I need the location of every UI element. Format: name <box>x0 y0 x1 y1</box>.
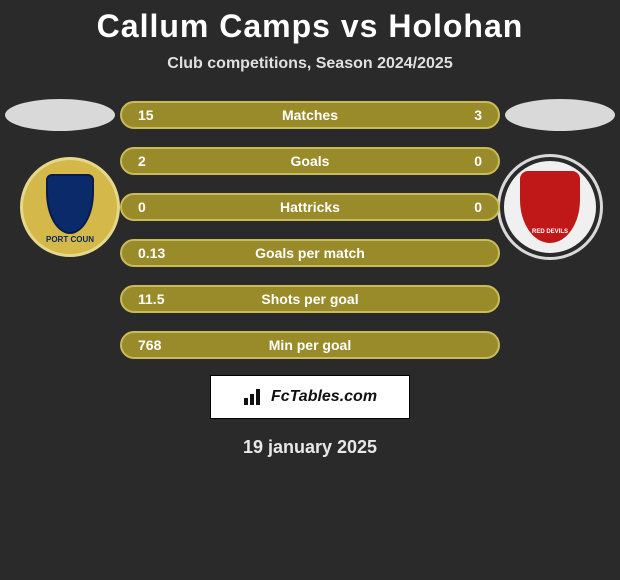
stat-row: 768 Min per goal <box>120 331 500 359</box>
footer-date: 19 january 2025 <box>0 437 620 458</box>
stat-label: Shots per goal <box>122 291 498 307</box>
brand-badge: FcTables.com <box>210 375 410 419</box>
left-player-shadow-ellipse <box>5 99 115 131</box>
right-player-shadow-ellipse <box>505 99 615 131</box>
brand-text: FcTables.com <box>271 388 377 406</box>
stat-label: Goals <box>122 153 498 169</box>
comparison-panel: 15 Matches 3 2 Goals 0 0 Hattricks 0 0.1… <box>0 101 620 361</box>
stat-label: Matches <box>122 107 498 123</box>
page-subtitle: Club competitions, Season 2024/2025 <box>0 55 620 73</box>
stat-bars: 15 Matches 3 2 Goals 0 0 Hattricks 0 0.1… <box>120 101 500 359</box>
stat-row: 15 Matches 3 <box>120 101 500 129</box>
stat-row: 2 Goals 0 <box>120 147 500 175</box>
page-title: Callum Camps vs Holohan <box>0 0 620 45</box>
bars-icon <box>243 388 265 406</box>
stat-row: 0.13 Goals per match <box>120 239 500 267</box>
stat-row: 11.5 Shots per goal <box>120 285 500 313</box>
stat-row: 0 Hattricks 0 <box>120 193 500 221</box>
stat-label: Min per goal <box>122 337 498 353</box>
stat-label: Goals per match <box>122 245 498 261</box>
stat-label: Hattricks <box>122 199 498 215</box>
left-club-crest <box>20 157 120 257</box>
right-club-crest <box>500 157 600 257</box>
